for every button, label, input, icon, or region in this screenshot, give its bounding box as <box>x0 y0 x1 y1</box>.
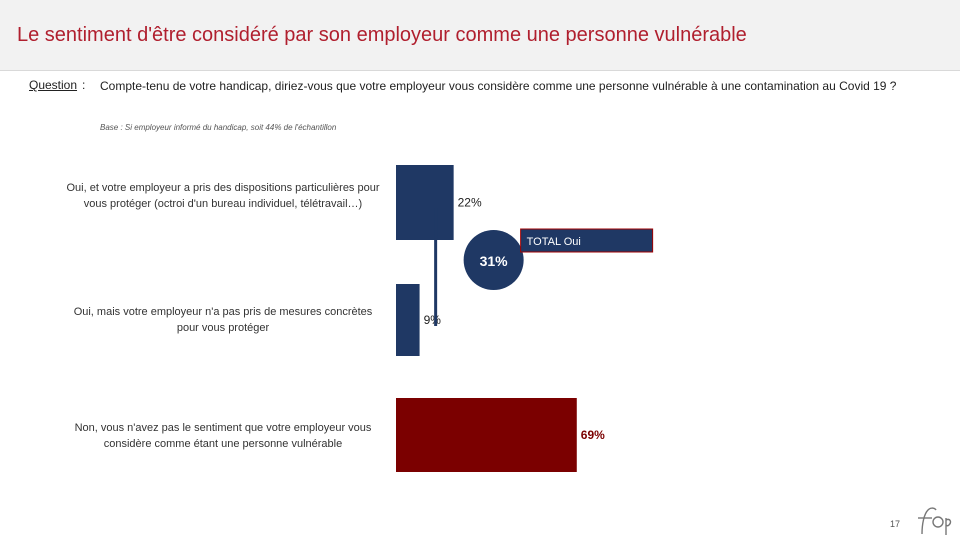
bar-2 <box>396 284 420 356</box>
question-colon: : <box>82 78 86 92</box>
total-value-label: 31% <box>480 253 509 269</box>
total-label: TOTAL Oui <box>527 236 581 248</box>
page-title: Le sentiment d'être considéré par son em… <box>17 24 747 46</box>
category-label-2: Oui, mais votre employeur n'a pas pris d… <box>73 306 373 334</box>
total-circle <box>463 230 524 290</box>
ifop-logo <box>916 504 952 541</box>
category-label-3: Non, vous n'avez pas le sentiment que vo… <box>74 422 372 450</box>
base-note: Base : Si employeur informé du handicap,… <box>100 123 337 132</box>
question-text: Compte-tenu de votre handicap, diriez-vo… <box>100 79 897 93</box>
category-label-1: Oui, et votre employeur a pris des dispo… <box>66 182 380 210</box>
bar-1 <box>396 165 454 240</box>
page-number: 17 <box>890 519 901 529</box>
total-label-box <box>520 228 654 253</box>
question-label: Question <box>29 78 78 92</box>
bar-value-label-3: 69% <box>581 428 605 442</box>
title-bar: Le sentiment d'être considéré par son em… <box>0 0 960 71</box>
bar-value-label-1: 22% <box>458 196 482 210</box>
bar-3 <box>396 398 577 472</box>
bar-value-label-2: 9% <box>424 313 442 327</box>
